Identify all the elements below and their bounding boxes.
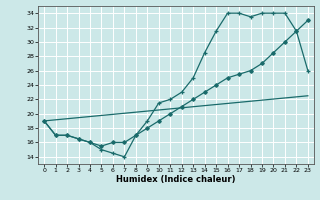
X-axis label: Humidex (Indice chaleur): Humidex (Indice chaleur) [116, 175, 236, 184]
